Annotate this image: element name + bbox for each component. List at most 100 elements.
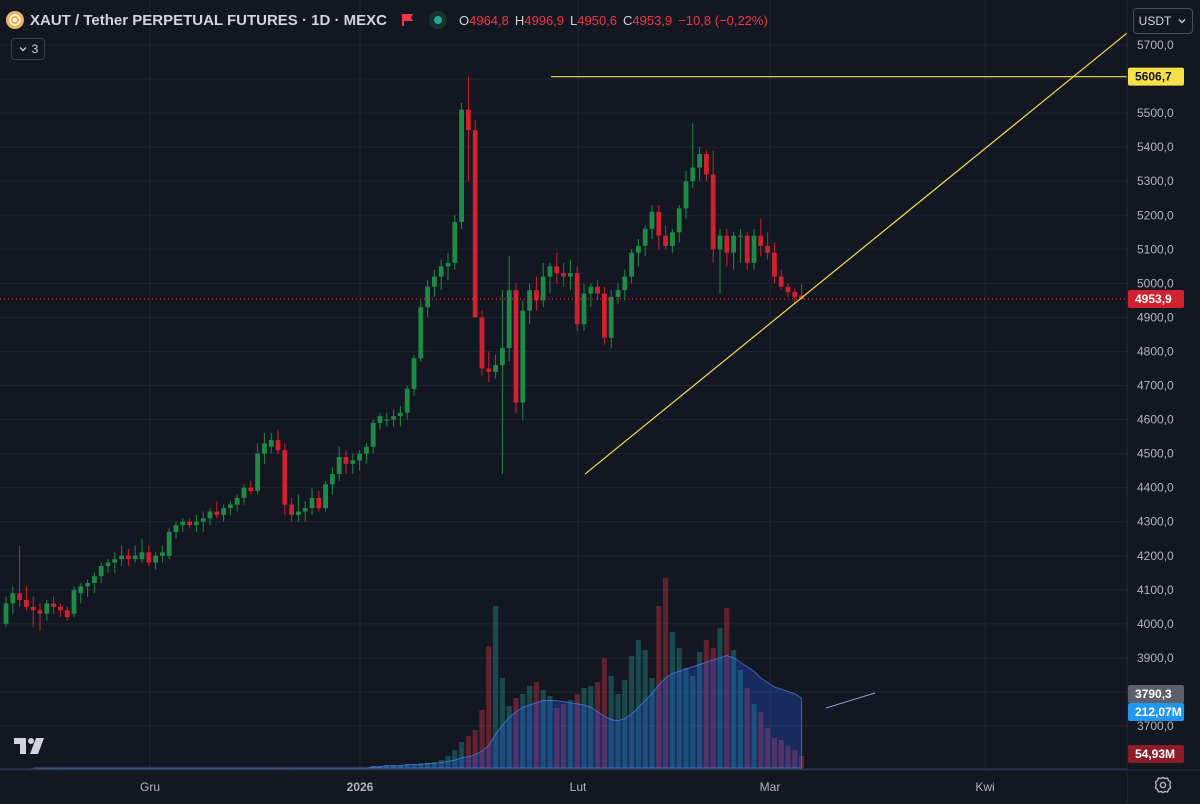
candle-body (663, 235, 668, 246)
volume-bar (656, 606, 662, 768)
volume-ma-label-bg (1128, 685, 1184, 703)
volume-bar (527, 686, 533, 768)
candle-body (642, 228, 648, 246)
candle-body (445, 262, 451, 267)
candle (622, 269, 628, 301)
price-tick-label: 4000,0 (1137, 617, 1174, 631)
volume-bar (465, 736, 471, 768)
candle (234, 494, 240, 512)
tradingview-logo-icon[interactable] (14, 736, 50, 756)
change-value: −10,8 (−0,22%) (678, 12, 768, 28)
candle-body (330, 474, 335, 485)
candle (173, 521, 179, 539)
candle (561, 262, 566, 287)
candle (615, 283, 621, 304)
candle (391, 409, 396, 427)
horizontal-line-price-label-bg (1128, 67, 1184, 86)
volume-bar (425, 763, 431, 768)
candle (778, 269, 784, 291)
high-key: H (514, 12, 525, 28)
trendline-drawings[interactable] (551, 32, 1128, 709)
volume-bar (622, 680, 628, 768)
currency-select[interactable]: USDT (1133, 8, 1193, 34)
candle (309, 487, 315, 515)
candle-body (744, 235, 750, 263)
candle-body (350, 460, 356, 464)
candle (24, 586, 29, 611)
candle (785, 283, 791, 297)
candle (51, 596, 56, 614)
candle-body (316, 497, 322, 509)
candle (670, 228, 675, 253)
candle-body (268, 439, 274, 447)
candle-body (282, 450, 288, 505)
candle (364, 443, 369, 464)
price-tick-label: 4400,0 (1137, 481, 1174, 495)
candle-body (527, 290, 532, 311)
price-axis[interactable]: 5700,05600,05500,05400,05300,05200,05100… (1126, 0, 1200, 804)
price-tick-label: 4600,0 (1137, 413, 1174, 427)
candle-body (309, 497, 315, 509)
candle-body (296, 511, 301, 515)
gear-icon[interactable] (1154, 776, 1172, 794)
candle-body (459, 109, 464, 223)
candle (370, 419, 376, 454)
candle (676, 205, 682, 243)
volume-bar (690, 676, 696, 768)
market-status-icon[interactable] (428, 11, 447, 29)
volume-bar (710, 648, 716, 768)
time-axis[interactable]: Gru 2026 Lut Mar Kwi (0, 769, 1200, 804)
open-key: O (458, 12, 470, 28)
price-tick-label: 3700,0 (1137, 719, 1174, 733)
candle-body (78, 586, 84, 594)
volume-bar (717, 628, 723, 768)
volume-bar (778, 740, 784, 768)
time-axis-bg (0, 770, 1127, 804)
candle-body (738, 235, 743, 237)
volume-trend-drawing[interactable] (825, 692, 876, 709)
volume-bar (472, 730, 478, 768)
candle-body (622, 276, 628, 291)
candle-body (595, 286, 600, 294)
volume-bar (479, 710, 485, 768)
candle-body (126, 555, 131, 560)
currency-label: USDT (1138, 14, 1172, 28)
candle-body (64, 610, 70, 618)
volume-bar (731, 650, 737, 768)
volume-bar (703, 640, 709, 768)
volume-ma-value-label: 212,07M (1135, 705, 1182, 719)
candle (663, 225, 668, 250)
candle-body (262, 443, 267, 454)
time-tick-label: Kwi (975, 780, 994, 794)
candle-body (418, 307, 424, 359)
price-tick-label: 4300,0 (1137, 515, 1174, 529)
high-value: 4996,9 (524, 12, 565, 28)
trendline-drawing[interactable] (584, 32, 1128, 475)
candles (0, 76, 1127, 631)
candle (513, 283, 519, 413)
horizontal-line-price-label: 5606,7 (1135, 70, 1172, 84)
candle (758, 218, 764, 257)
ohlc-readout: O4964,8 H4996,9 L4950,6 C4953,9 −10,8 (−… (459, 13, 768, 28)
price-tick-label: 5300,0 (1137, 174, 1174, 188)
candle-body (207, 511, 213, 519)
volume-ma-area (33, 654, 803, 769)
candle-body (561, 273, 566, 277)
candle (207, 508, 213, 526)
candle (568, 259, 573, 291)
candle (187, 518, 192, 529)
candle-body (656, 211, 662, 236)
candle-body (554, 266, 560, 274)
candle (194, 514, 199, 532)
candle-body (676, 208, 682, 233)
symbol-title[interactable]: XAUT / Tether PERPETUAL FUTURES · 1D · M… (30, 11, 387, 29)
candle-body (778, 276, 784, 287)
candle-body (160, 552, 165, 556)
candle (500, 290, 505, 475)
indicators-toggle-button[interactable]: 3 (11, 38, 45, 60)
flag-icon[interactable] (401, 13, 415, 27)
candle (248, 480, 254, 495)
candle (540, 262, 546, 308)
candle-body (194, 521, 199, 526)
